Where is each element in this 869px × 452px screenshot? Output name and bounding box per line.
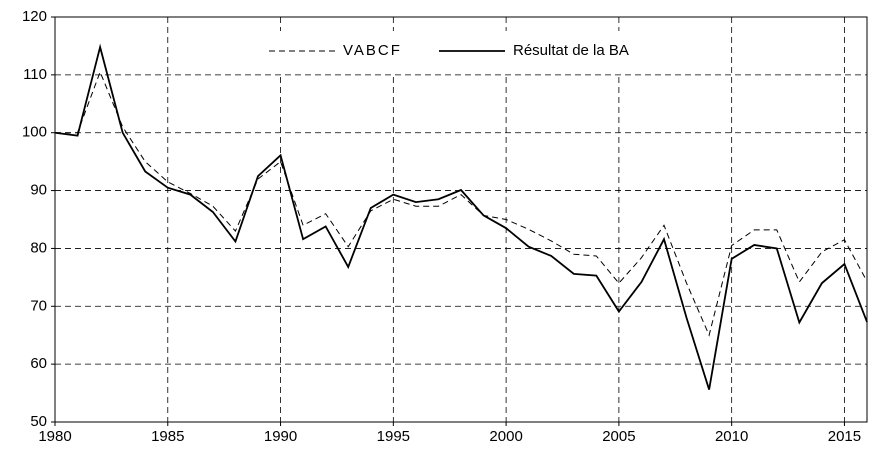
legend-label: VABCF [343, 42, 402, 59]
x-tick-label: 1980 [38, 428, 71, 445]
x-tick-label: 1995 [377, 428, 410, 445]
legend-box [261, 31, 661, 73]
x-tick-label: 1990 [264, 428, 297, 445]
y-tick-label: 50 [30, 413, 47, 430]
plot-frame [54, 16, 868, 423]
x-tick-label: 2000 [489, 428, 522, 445]
legend-label: Résultat de la BA [513, 42, 629, 59]
y-tick-label: 110 [23, 66, 47, 83]
y-tick-label: 90 [30, 182, 47, 199]
x-tick-label: 1985 [151, 428, 184, 445]
y-tick-label: 70 [30, 297, 47, 314]
x-tick-label: 2015 [828, 428, 861, 445]
y-tick-label: 60 [30, 355, 47, 372]
y-tick-label: 100 [22, 124, 47, 141]
x-tick-label: 2010 [715, 428, 748, 445]
data-line [54, 43, 868, 390]
legend: VABCF Résultat de la BA [261, 31, 661, 73]
y-tick-label: 80 [30, 239, 47, 256]
y-tick-label: 120 [22, 8, 47, 25]
x-tick-label: 2005 [602, 428, 635, 445]
data-line [55, 70, 868, 337]
